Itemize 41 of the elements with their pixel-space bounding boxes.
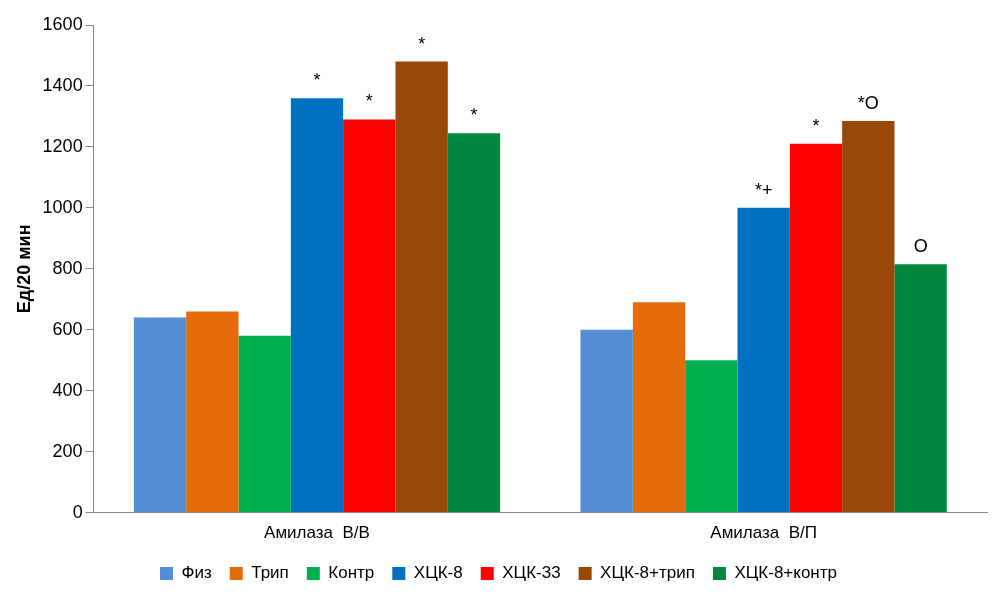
data-label: O [913, 236, 928, 257]
y-tick-label: 1000 [42, 196, 83, 217]
y-tick-label: 200 [52, 440, 83, 461]
bar [789, 143, 843, 513]
bar [580, 329, 633, 513]
data-label: *O [857, 92, 879, 113]
y-tick-label: 1600 [42, 13, 83, 34]
bar [894, 264, 947, 513]
bar [632, 302, 686, 513]
data-label: * [812, 115, 820, 136]
data-label: *+ [754, 179, 773, 200]
bar [186, 311, 239, 513]
bar [842, 121, 895, 513]
y-tick-label: 1200 [42, 135, 83, 156]
legend-label: ХЦК-8+контр [734, 563, 837, 583]
x-tick-label: Амилаза В/В [264, 523, 370, 543]
data-label: * [365, 91, 373, 112]
bar [685, 360, 738, 513]
bar [447, 133, 501, 513]
legend-label: Контр [328, 563, 375, 583]
bar [343, 119, 396, 513]
bar [133, 317, 187, 513]
legend-label: ХЦК-8 [413, 563, 463, 583]
legend-label: Трип [251, 563, 289, 583]
data-label: * [418, 33, 426, 54]
legend-label: ХЦК-8+трип [600, 563, 695, 583]
y-tick-label: 800 [52, 257, 83, 278]
data-label: * [313, 70, 321, 91]
y-tick-label: 1400 [42, 74, 83, 95]
bar [737, 207, 790, 513]
bar [238, 335, 291, 513]
y-tick-label: 600 [52, 318, 83, 339]
y-tick-label: 0 [72, 501, 83, 522]
y-axis-title: Ед/20 мин [13, 224, 34, 314]
bar [395, 61, 448, 513]
bar [290, 98, 344, 513]
legend-label: Физ [181, 563, 212, 583]
y-tick-label: 400 [52, 379, 83, 400]
legend-label: ХЦК-33 [502, 563, 561, 583]
x-tick-label: Амилаза В/П [710, 523, 817, 543]
data-label: * [470, 105, 478, 126]
